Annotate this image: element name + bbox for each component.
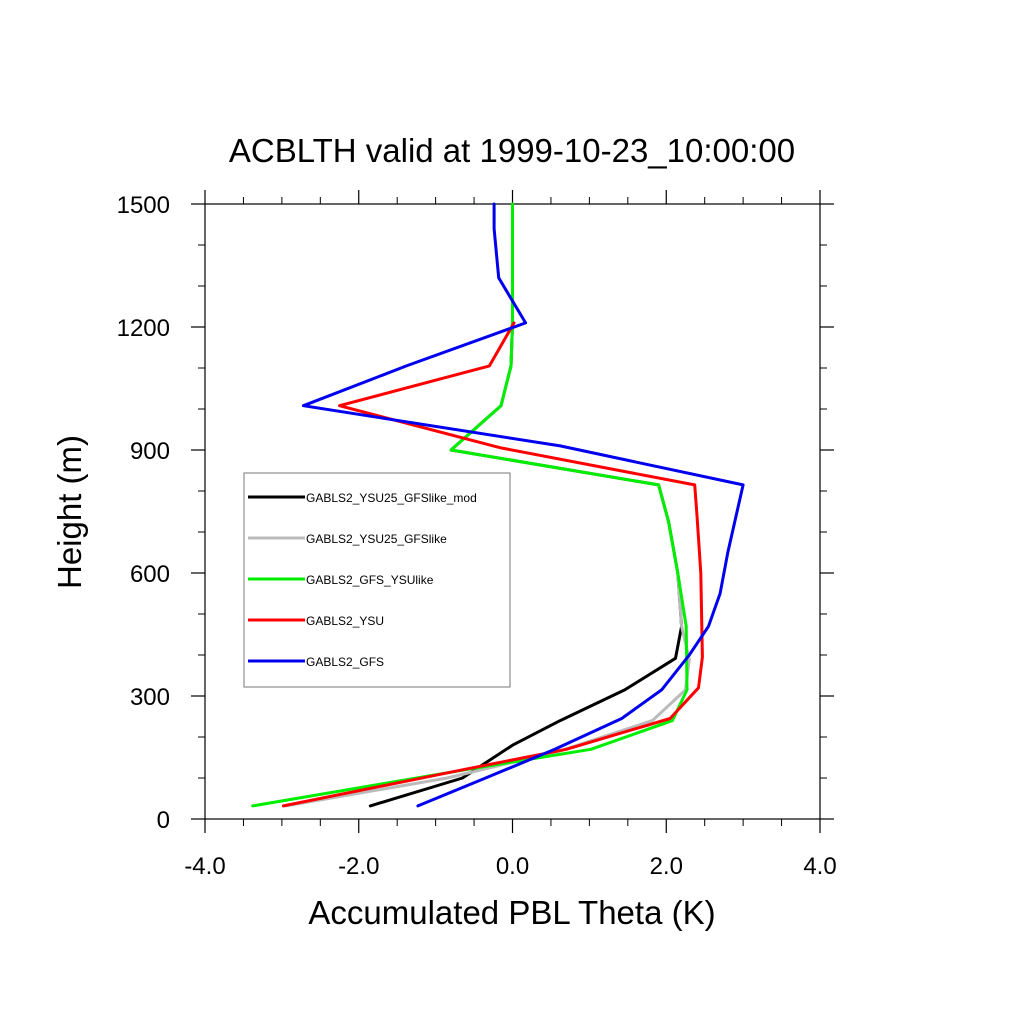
x-tick-label: 4.0 (803, 853, 836, 880)
plot-area (191, 190, 834, 833)
legend-items: GABLS2_YSU25_GFSlike_mod GABLS2_YSU25_GFS… (248, 491, 477, 669)
x-tick-label: 2.0 (650, 853, 683, 880)
series-lines (251, 202, 745, 808)
legend: GABLS2_YSU25_GFSlike_mod GABLS2_YSU25_GFS… (243, 472, 511, 688)
y-tick-label: 1200 (117, 315, 170, 342)
axis-ticks (191, 190, 834, 833)
legend-label: GABLS2_YSU25_GFSlike_mod (306, 491, 477, 505)
series-line-gabls2-ysu (281, 321, 704, 808)
x-axis-label: Accumulated PBL Theta (K) (308, 894, 715, 931)
y-tick-label: 1500 (117, 192, 170, 219)
y-tick-label: 600 (130, 561, 170, 588)
y-tick-label: 300 (130, 684, 170, 711)
legend-label: GABLS2_YSU (306, 614, 384, 628)
legend-label: GABLS2_YSU25_GFSlike (306, 532, 447, 546)
legend-label: GABLS2_GFS (306, 655, 384, 669)
legend-label: GABLS2_GFS_YSUlike (306, 573, 434, 587)
x-tick-label: -2.0 (338, 853, 379, 880)
chart-title: ACBLTH valid at 1999-10-23_10:00:00 (229, 132, 795, 169)
x-axis-tick-labels: -4.0 -2.0 0.0 2.0 4.0 (184, 853, 836, 880)
y-axis-label: Height (m) (51, 435, 88, 589)
series-line-gabls2-gfs (301, 202, 745, 808)
y-tick-label: 0 (157, 807, 170, 834)
series-line-gabls2-gfs-ysulike (251, 202, 689, 808)
x-tick-label: 0.0 (496, 853, 529, 880)
y-tick-label: 900 (130, 438, 170, 465)
x-tick-label: -4.0 (184, 853, 225, 880)
y-axis-tick-labels: 0 300 600 900 1200 1500 (117, 192, 170, 834)
